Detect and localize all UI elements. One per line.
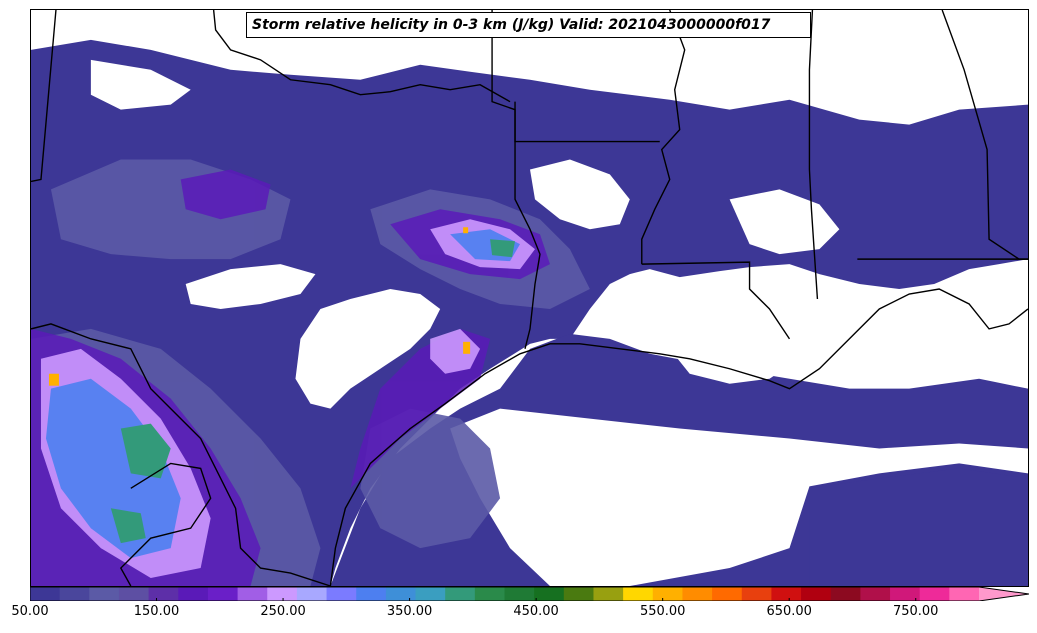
colorbar-tick-label: 450.00 xyxy=(513,604,559,619)
boundary-mexico xyxy=(31,323,331,586)
colorbar-segment xyxy=(30,587,61,601)
colorbar-tick-labels: 50.00 150.00 250.00 350.00 450.00 550.00 650.0… xyxy=(0,604,1037,628)
boundary-mexico-states xyxy=(119,462,212,586)
colorbar-segment xyxy=(474,587,505,601)
colorbar-segment xyxy=(178,587,209,601)
colorbar-segment xyxy=(623,587,654,601)
band-green-2 xyxy=(110,508,146,544)
gap-far-east xyxy=(899,298,1028,374)
band-green-3 xyxy=(490,239,516,258)
colorbar-segment xyxy=(504,587,535,601)
colorbar-segment xyxy=(326,587,357,601)
colorbar-segment xyxy=(563,587,594,601)
colorbar-segment xyxy=(830,587,861,601)
colorbar-segment xyxy=(118,587,150,601)
state-boundaries xyxy=(31,10,1028,586)
colorbar-segment xyxy=(890,587,921,601)
colorbar-tick-label: 150.00 xyxy=(133,604,180,619)
boundary-mississippi-river xyxy=(641,10,686,265)
colorbar-segment xyxy=(949,587,980,601)
colorbar-extend-arrow xyxy=(979,587,1029,601)
colorbar-segment xyxy=(267,587,298,601)
boundary-red-river xyxy=(212,10,511,103)
gap-top-left xyxy=(90,59,191,110)
colorbar-tick-label: 250.00 xyxy=(260,604,306,619)
helicity-peaks xyxy=(48,227,471,386)
band-purple-1 xyxy=(180,169,271,220)
colorbar-segment xyxy=(445,587,476,601)
gap-north-left xyxy=(185,264,316,309)
boundary-ms-al xyxy=(808,10,819,300)
colorbar-strip xyxy=(30,587,1029,601)
colorbar-tick-label: 350.00 xyxy=(386,604,433,619)
colorbar xyxy=(30,587,1029,601)
field-region-north xyxy=(31,39,1028,586)
colorbar-tick-label: 650.00 xyxy=(766,604,812,619)
colorbar-segment xyxy=(89,587,120,601)
boundary-oklahoma xyxy=(31,10,57,183)
coastline-gulf xyxy=(329,288,1028,586)
map-panel xyxy=(30,9,1029,587)
gap-arkansas xyxy=(529,159,630,230)
colorbar-segment xyxy=(296,587,328,601)
colorbar-segment xyxy=(712,587,743,601)
gap-louisiana xyxy=(669,298,820,384)
colorbar-segment xyxy=(385,587,417,601)
colorbar-tick-label: 550.00 xyxy=(639,604,686,619)
colorbar-segment xyxy=(415,587,446,601)
colorbar-outline xyxy=(30,587,1029,601)
peak-2 xyxy=(463,341,471,354)
helicity-band-green xyxy=(110,239,516,544)
colorbar-segment xyxy=(356,587,387,601)
colorbar-segment xyxy=(593,587,624,601)
colorbar-segment xyxy=(919,587,950,601)
peak-1 xyxy=(48,373,59,386)
boundary-ar-north xyxy=(491,10,660,143)
colorbar-segment xyxy=(534,587,565,601)
band-blue-1 xyxy=(45,378,181,559)
colorbar-segment xyxy=(741,587,772,601)
band-lavender-3 xyxy=(430,328,481,374)
colorbar-segment xyxy=(652,587,683,601)
colorbar-tick-label: 750.00 xyxy=(892,604,939,619)
field-region-southeast xyxy=(809,468,1028,586)
colorbar-segment xyxy=(59,587,90,601)
boundary-tx-la xyxy=(514,101,541,349)
helicity-map xyxy=(31,10,1028,586)
peak-3 xyxy=(463,227,469,234)
colorbar-tick-label: 50.00 xyxy=(11,604,49,619)
band-green-1 xyxy=(120,423,171,479)
colorbar-segment xyxy=(237,587,268,601)
colorbar-segment xyxy=(860,587,891,601)
boundary-la-ms xyxy=(641,261,791,340)
gap-east-gulf xyxy=(450,408,1028,586)
colorbar-segment xyxy=(148,587,179,601)
colorbar-segment xyxy=(682,587,713,601)
colorbar-segment xyxy=(771,587,802,601)
gap-central xyxy=(295,289,441,409)
map-title: Storm relative helicity in 0-3 km (J/kg)… xyxy=(246,12,811,38)
colorbar-segment xyxy=(801,587,832,601)
colorbar-segment xyxy=(207,587,239,601)
